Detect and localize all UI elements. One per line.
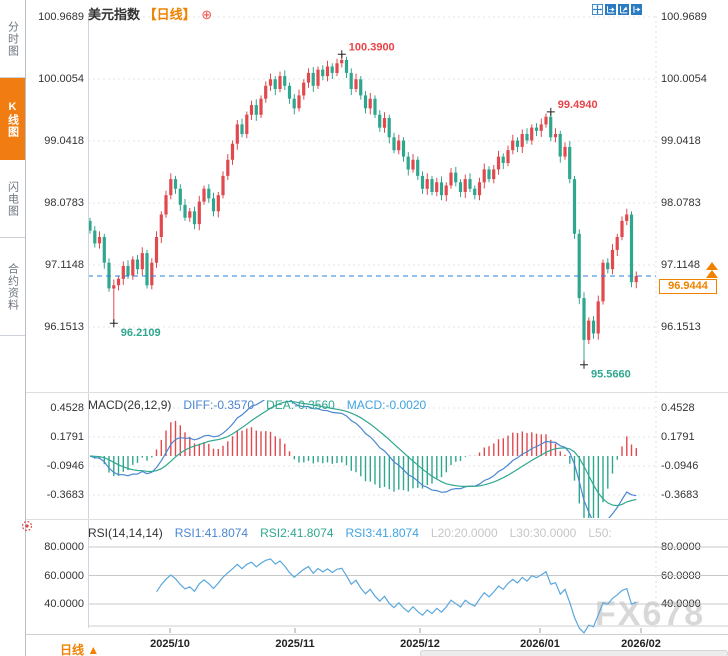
price-up-arrow-icon [706,262,718,278]
y-axis-label: -0.3683 [46,489,84,501]
y-axis-label: 0.1791 [661,431,695,443]
period-selector[interactable]: 日线 ▲ [60,641,99,656]
sidebar-tab-contract-info[interactable]: 合约资料 [0,238,25,336]
sidebar-tab-lightning-chart[interactable]: 闪电图 [0,160,25,238]
x-axis-date-label: 2026/02 [621,638,661,650]
svg-text:95.5660: 95.5660 [591,369,631,381]
rsi-line [156,558,637,634]
y-axis-label: 98.0783 [661,197,701,209]
bottom-bar-border [26,634,728,635]
y-axis-label: -0.0946 [661,460,699,472]
add-indicator-icon[interactable]: ⊕ [201,7,213,22]
rsi2-value: RSI2:41.8074 [260,526,334,540]
current-price-label: 96.9444 [659,279,717,294]
date-ticks [169,628,642,633]
instrument-name: 美元指数 [88,7,141,22]
extreme-marker: 100.3900 [337,41,395,59]
macd-macd-value: MACD:-0.0020 [346,398,427,412]
sidebar-tab-label: K线图 [6,100,19,138]
period-label: 日线 [60,643,85,656]
y-axis-label: 0.1791 [50,431,84,443]
sidebar-tab-label: 分时图 [6,20,19,57]
y-axis-label: 100.9689 [38,11,84,23]
chart-title: 美元指数 【日线】 ⊕ [88,4,212,23]
chart-toolbar [592,4,642,15]
rsi-name: RSI(14,14,14) [88,526,163,540]
macd-name: MACD(26,12,9) [88,398,172,412]
sidebar-tab-label: 合约资料 [6,262,19,311]
x-axis-date-label: 2025/12 [400,638,440,650]
main-gridlines [88,16,657,628]
sidebar-tab-label: 闪电图 [6,180,19,217]
plot-left-border [88,16,89,628]
rsi-header: RSI(14,14,14) RSI1:41.8074 RSI2:41.8074 … [88,526,612,540]
rsi-gridlines [88,546,728,627]
macd-dea-value: DEA:-0.3560 [266,398,335,412]
y-axis-label: 96.1513 [661,321,701,333]
rsi3-value: RSI3:41.8074 [345,526,419,540]
rsi-l20-value: L20:20.0000 [430,526,498,540]
sidebar-tab-kline-chart[interactable]: K线图 [0,78,25,160]
indicator-settings-icon[interactable] [20,519,34,533]
svg-text:100.3900: 100.3900 [349,41,395,53]
sidebar: 分时图 K线图 闪电图 合约资料 [0,0,26,656]
y-axis-label: 98.0783 [44,197,84,209]
y-axis-label: 99.0418 [44,135,84,147]
zoom-y-axis-icon[interactable] [618,4,629,15]
svg-text:99.4940: 99.4940 [558,99,598,111]
y-axis-label: 100.0054 [661,72,707,85]
pan-right-icon[interactable] [631,4,642,15]
x-axis-date-label: 2025/11 [275,638,315,650]
period-dropdown-arrow-icon: ▲ [87,643,100,656]
chart-horizontal-scrollbar[interactable] [420,650,728,656]
y-axis-label: 60.0000 [44,569,84,582]
y-axis-label: 0.4528 [661,402,695,414]
y-axis-label: 100.0054 [38,72,84,85]
panel-separator-macd-rsi [26,519,728,520]
y-axis-label: -0.0946 [46,460,84,472]
macd-gridlines [88,407,656,496]
y-axis-label: 97.1148 [45,259,84,271]
extreme-marker: 96.2109 [109,319,161,339]
y-axis-label: 97.1148 [661,259,700,271]
extreme-marker: 95.5660 [580,360,631,381]
y-axis-label: 100.9689 [661,11,707,23]
y-axis-label: -0.3683 [661,489,699,501]
sidebar-tab-time-chart[interactable]: 分时图 [0,0,25,78]
y-axis-label: 99.0418 [661,135,701,147]
panel-separator-main-macd [26,392,728,393]
y-axis-label: 40.0000 [44,598,84,610]
macd-header: MACD(26,12,9) DIFF:-0.3570 DEA:-0.3560 M… [88,398,426,412]
y-axis-label: 80.0000 [44,541,84,553]
rsi-l30-value: L30:30.0000 [509,526,577,540]
rsi-l50-value: L50: [588,526,612,540]
macd-dea-line [89,400,637,507]
x-axis-date-label: 2025/10 [150,638,190,650]
zoom-x-axis-icon[interactable] [605,4,616,15]
candlestick-series[interactable] [88,54,638,365]
extreme-marker: 99.4940 [546,99,598,116]
y-axis-label: 0.4528 [50,402,84,414]
macd-diff-value: DIFF:-0.3570 [183,398,255,412]
macd-diff-line [89,400,637,518]
svg-text:96.2109: 96.2109 [121,327,161,339]
period-tag: 【日线】 [143,7,196,22]
rsi1-value: RSI1:41.8074 [174,526,249,540]
x-axis-date-label: 2026/01 [520,638,560,650]
crosshair-move-icon[interactable] [592,4,603,15]
y-axis-label: 96.1513 [44,321,84,333]
